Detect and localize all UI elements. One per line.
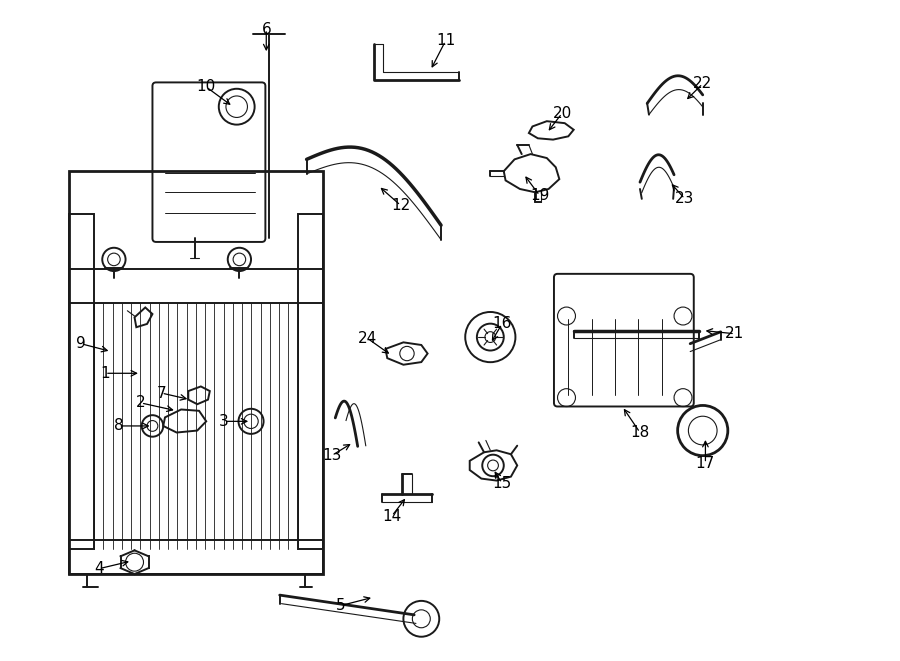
Text: 7: 7: [157, 385, 166, 401]
Bar: [69, 269, 323, 303]
Text: 13: 13: [322, 448, 341, 463]
Text: 16: 16: [492, 317, 512, 331]
Text: 23: 23: [675, 191, 695, 206]
Text: 21: 21: [725, 327, 744, 341]
Text: 18: 18: [630, 425, 650, 440]
Text: 3: 3: [220, 414, 229, 429]
Text: 6: 6: [261, 22, 271, 36]
Text: 20: 20: [553, 106, 572, 121]
Text: 15: 15: [492, 476, 511, 490]
Text: 4: 4: [94, 561, 104, 576]
Bar: [69, 171, 323, 574]
Text: 22: 22: [693, 76, 713, 91]
Text: 12: 12: [392, 198, 410, 213]
Bar: [69, 214, 94, 549]
Text: 8: 8: [113, 418, 123, 434]
Text: 10: 10: [196, 79, 216, 95]
Text: 1: 1: [100, 366, 110, 381]
Text: 19: 19: [530, 188, 549, 203]
Text: 5: 5: [336, 598, 346, 613]
Text: 11: 11: [436, 34, 455, 48]
Text: 24: 24: [358, 331, 377, 346]
Bar: [69, 540, 323, 574]
Text: 9: 9: [76, 336, 86, 351]
Text: 2: 2: [136, 395, 146, 410]
Bar: [298, 214, 323, 549]
Text: 17: 17: [696, 456, 715, 471]
Text: 14: 14: [382, 508, 401, 524]
